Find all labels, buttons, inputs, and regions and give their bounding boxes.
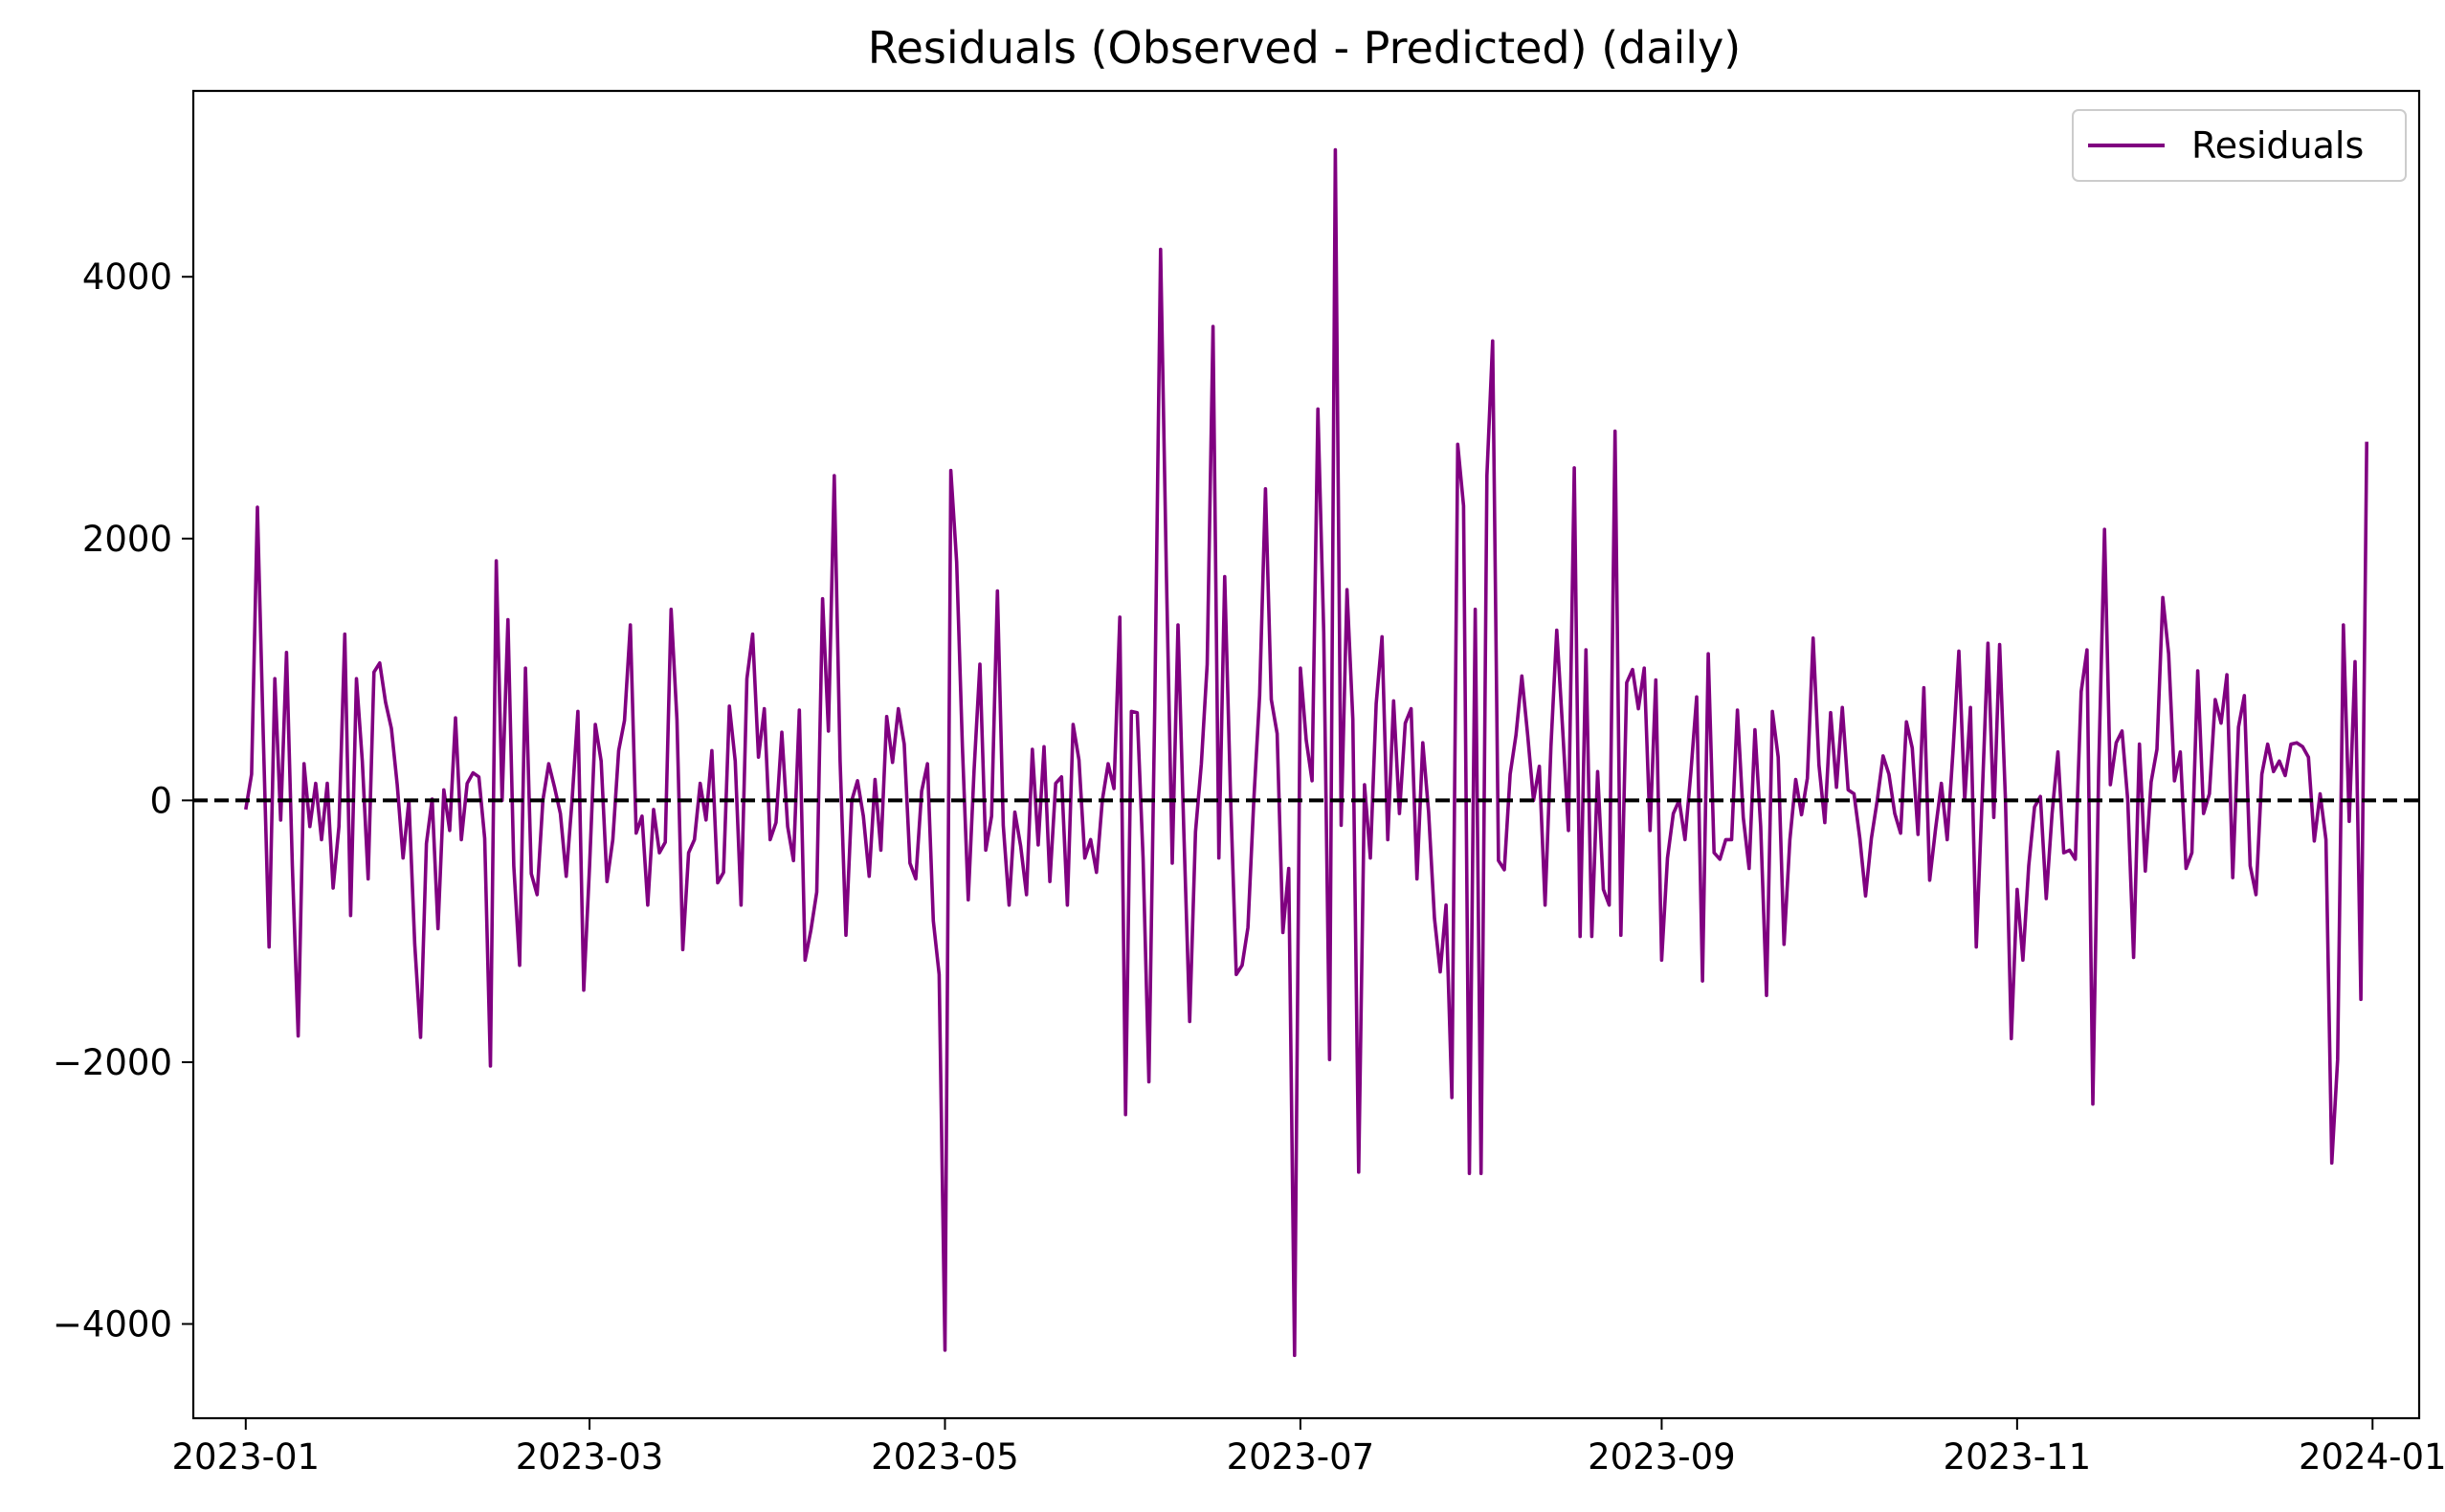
legend-box xyxy=(2072,109,2407,182)
y-tick-label: −2000 xyxy=(53,1042,172,1083)
axes: 2023-01 2023-03 2023-05 2023-07 2023-09 2023-… xyxy=(53,89,2445,1478)
chart-title: Residuals (Observed - Predicted) (daily) xyxy=(868,22,1742,74)
x-tick-label: 2023-01 xyxy=(171,1436,320,1478)
y-tick-label: 4000 xyxy=(82,256,172,298)
legend-label: Residuals xyxy=(2191,124,2364,167)
y-tick-label: 0 xyxy=(149,780,172,821)
plot-area xyxy=(193,147,2419,1358)
x-tick-label: 2023-03 xyxy=(516,1436,664,1478)
y-tick-label: −4000 xyxy=(53,1304,172,1345)
x-tick-label: 2023-07 xyxy=(1227,1436,1375,1478)
x-tick-label: 2023-05 xyxy=(871,1436,1019,1478)
x-tick-label: 2023-11 xyxy=(1944,1436,2092,1478)
legend: Residuals xyxy=(2072,109,2407,182)
plot-frame xyxy=(191,89,2421,1420)
x-tick-label: 2024-01 xyxy=(2299,1436,2445,1478)
y-tick-label: 2000 xyxy=(82,519,172,560)
x-tick-label: 2023-09 xyxy=(1588,1436,1736,1478)
series-line-residuals xyxy=(244,147,2368,1358)
